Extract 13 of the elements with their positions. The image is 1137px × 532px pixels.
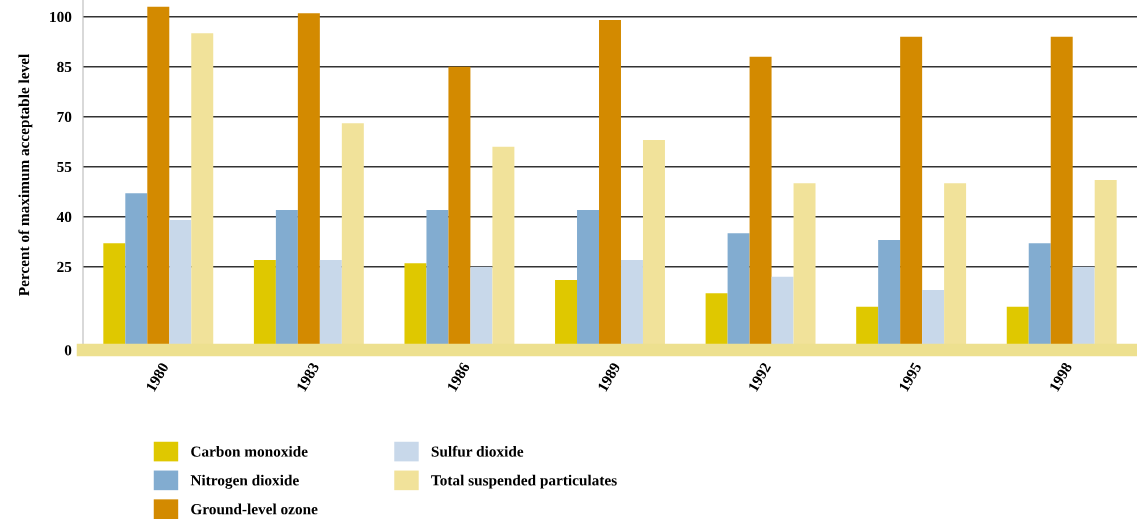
legend-label: Nitrogen dioxide [190, 474, 299, 489]
y-tick-label: 85 [57, 61, 72, 73]
y-tick-label: 100 [50, 11, 72, 23]
legend-label: Carbon monoxide [191, 445, 308, 457]
y-tick-label: 25 [57, 261, 72, 273]
y-tick-label: 55 [57, 161, 72, 173]
y-axis-title: Percent of maximum acceptable level [18, 54, 33, 296]
legend-label: Sulfur dioxide [431, 445, 524, 457]
legend-label: Ground-level ozone [191, 503, 318, 515]
y-tick-label: 40 [56, 211, 72, 223]
y-tick-label: 0 [64, 345, 72, 356]
legend-label: Total suspended particulates [431, 474, 617, 489]
y-tick-label: 70 [57, 111, 72, 123]
